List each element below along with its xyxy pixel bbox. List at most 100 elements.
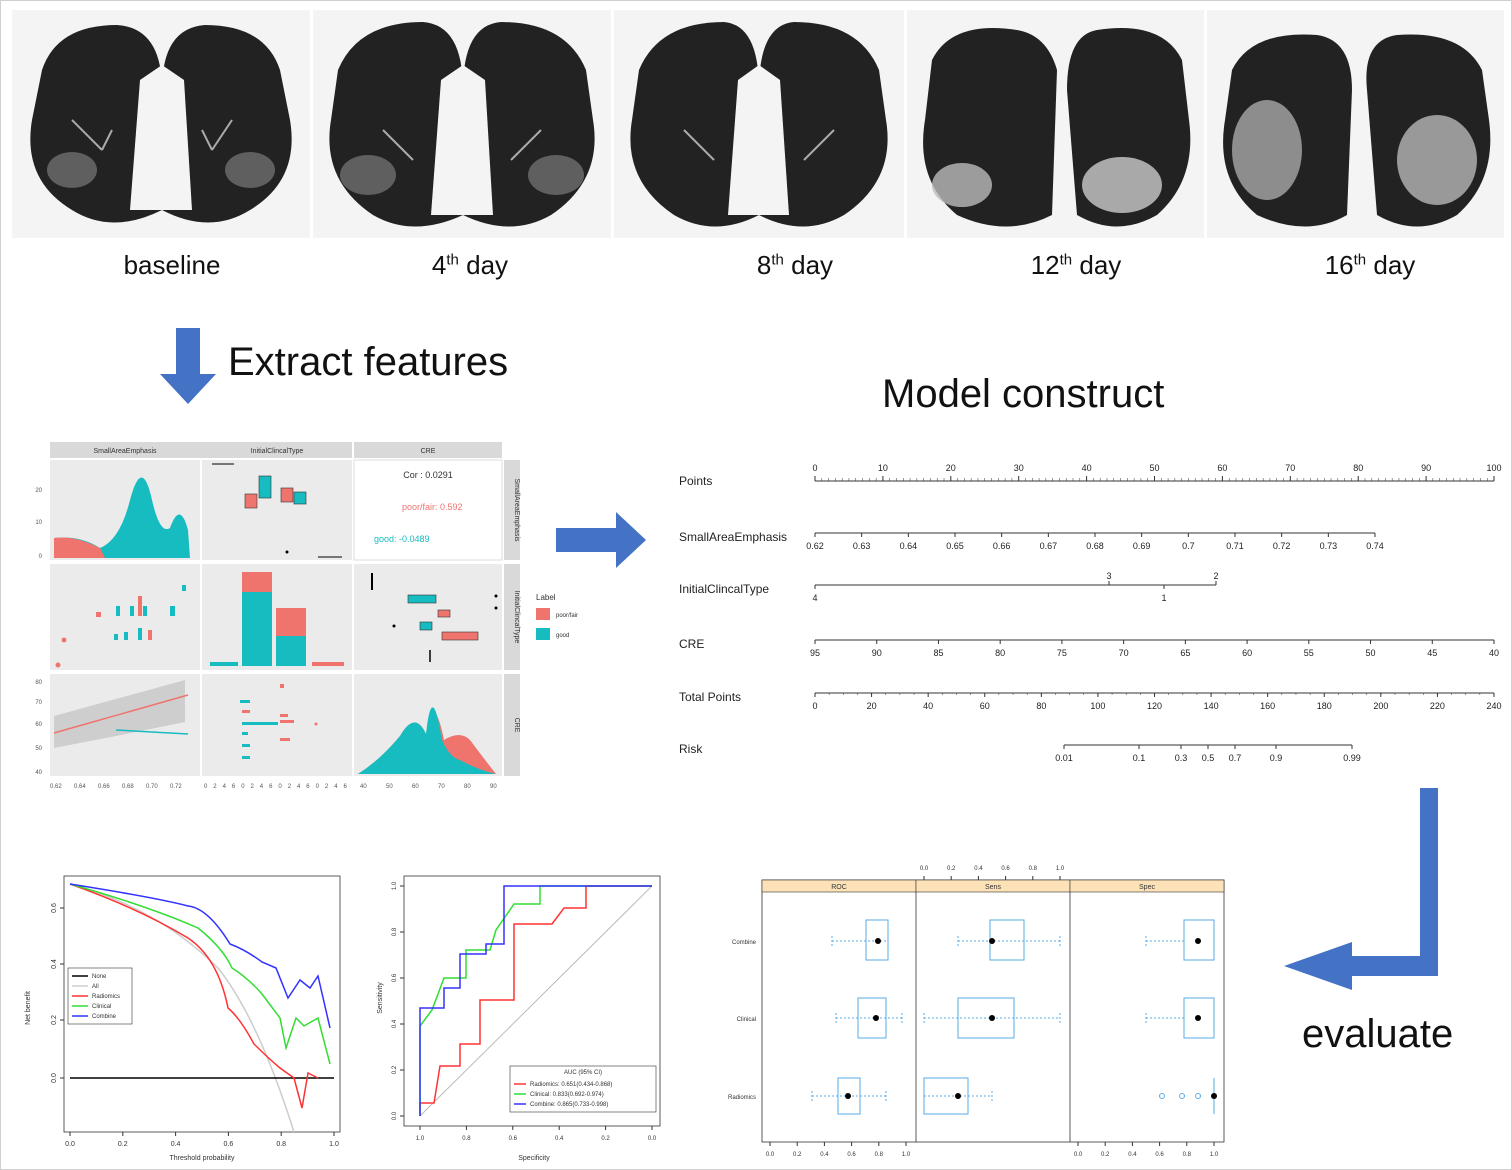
legend-swatch-good xyxy=(536,628,550,640)
roc-x-tick: 1.0 xyxy=(416,1136,425,1142)
roc-xlabel: Specificity xyxy=(518,1155,550,1162)
nomogram-tick: 55 xyxy=(1304,648,1314,658)
box-bottom-tick: 0.0 xyxy=(1074,1152,1083,1158)
right-arrow-icon xyxy=(556,512,646,568)
density-poor xyxy=(54,537,105,558)
ct-label-day8: 8th day xyxy=(756,250,834,280)
nomogram-row-label: Risk xyxy=(679,742,703,756)
x-tick: 40 xyxy=(360,784,367,790)
nomogram-tick: 100 xyxy=(1486,463,1501,473)
nomogram-tick: 30 xyxy=(1014,463,1024,473)
model-construct-label: Model construct xyxy=(882,372,1165,416)
nomogram-tick: 0.63 xyxy=(853,541,871,551)
y-tick: 20 xyxy=(35,488,42,494)
nomogram-tick: 0.7 xyxy=(1229,753,1242,763)
lung-ct-image xyxy=(313,10,611,238)
nomogram-tick: 85 xyxy=(933,648,943,658)
nomogram-tick: 50 xyxy=(1366,648,1376,658)
x-tick: 0.68 xyxy=(122,784,134,790)
ct-label-day16: 16th day xyxy=(1324,250,1416,280)
ct-scan-day16 xyxy=(1207,10,1504,238)
roc-y-tick: 0.4 xyxy=(392,1019,398,1028)
y-tick: 40 xyxy=(35,770,42,776)
nomogram-tick: 160 xyxy=(1260,701,1275,711)
legend-good: good xyxy=(556,633,569,639)
nomogram-tick: 80 xyxy=(1353,463,1363,473)
roc-x-tick: 0.0 xyxy=(648,1136,657,1142)
x-tick: 80 xyxy=(464,784,471,790)
extract-features-label: Extract features xyxy=(228,340,509,384)
dca-legend-item: None xyxy=(92,974,107,980)
x-tick: 0 xyxy=(204,784,208,790)
nomogram-tick: 0.73 xyxy=(1320,541,1338,551)
x-tick: 50 xyxy=(386,784,393,790)
nomogram-tick: 0.7 xyxy=(1182,541,1195,551)
box-top-tick: 0.6 xyxy=(1001,866,1010,872)
box-top-tick: 0.8 xyxy=(1029,866,1038,872)
ct-label-day12: 12th day xyxy=(1030,250,1122,280)
x-tick: 6 xyxy=(232,784,236,790)
dca-line-combine xyxy=(69,883,331,1029)
roc-diagonal xyxy=(419,885,653,1117)
roc-ylabel: Sensitivity xyxy=(377,982,384,1014)
nomogram-tick: 0.1 xyxy=(1133,753,1146,763)
ct-scan-baseline xyxy=(12,10,310,238)
box-top-tick: 1.0 xyxy=(1056,866,1065,872)
roc-line-combine xyxy=(419,885,652,1116)
dca-xlabel: Threshold probability xyxy=(170,1155,235,1162)
ct-scan-day12 xyxy=(907,10,1204,238)
nomogram-tick: 70 xyxy=(1119,648,1129,658)
roc-y-tick: 0.2 xyxy=(392,1065,398,1074)
nomogram-tick: 80 xyxy=(1036,701,1046,711)
box-bottom-tick: 1.0 xyxy=(1210,1152,1219,1158)
cor-all: Cor : 0.0291 xyxy=(403,470,453,480)
x-tick: 0.66 xyxy=(98,784,110,790)
dca-ylabel: Net benefit xyxy=(25,991,32,1025)
y-tick: 50 xyxy=(35,746,42,752)
nomogram-tick: 0.66 xyxy=(993,541,1011,551)
nomogram-tick: 0.74 xyxy=(1366,541,1384,551)
x-tick: 4 xyxy=(260,784,264,790)
resampling-boxplot: ROC Sens Spec Combine Clinical Radiomics… xyxy=(728,866,1225,1158)
nomogram-tick: 0.3 xyxy=(1175,753,1188,763)
nomogram-tick: 100 xyxy=(1090,701,1105,711)
nomogram-tick: 45 xyxy=(1427,648,1437,658)
legend-poor: poor/fair xyxy=(556,613,578,619)
nomogram-tick: 0.72 xyxy=(1273,541,1291,551)
box-bottom-tick: 1.0 xyxy=(902,1152,911,1158)
nomogram-tick: 60 xyxy=(1242,648,1252,658)
dca-x-tick: 0.4 xyxy=(171,1141,181,1148)
nomogram-tick: 0.99 xyxy=(1343,753,1361,763)
x-tick: 4 xyxy=(223,784,227,790)
lung-ct-image xyxy=(12,10,310,238)
ct-scan-day8 xyxy=(614,10,904,238)
x-tick: 6 xyxy=(344,784,348,790)
nomogram-tick: 240 xyxy=(1486,701,1501,711)
nomogram-tick: 20 xyxy=(867,701,877,711)
roc-legend-item: Radiomics: 0.651(0.434-0.868) xyxy=(530,1082,612,1088)
nomogram-tick: 0.67 xyxy=(1040,541,1058,551)
roc-x-tick: 0.2 xyxy=(601,1136,610,1142)
x-tick: 70 xyxy=(438,784,445,790)
dca-legend-item: Clinical xyxy=(92,1004,111,1010)
box-bottom-tick: 0.4 xyxy=(1128,1152,1137,1158)
y-tick: 0 xyxy=(39,554,43,560)
x-tick: 2 xyxy=(288,784,292,790)
dca-line-radiomics xyxy=(69,883,319,1109)
model-label-radiomics: Radiomics xyxy=(728,1095,756,1101)
ct-label-day4: 4th day xyxy=(431,250,509,280)
nomogram-tick: 200 xyxy=(1373,701,1388,711)
down-left-arrow-icon xyxy=(1284,788,1438,990)
y-tick: 70 xyxy=(35,700,42,706)
nomogram-row-label: CRE xyxy=(679,637,704,651)
dca-x-tick: 1.0 xyxy=(329,1141,339,1148)
lung-ct-image xyxy=(614,10,904,238)
roc-x-tick: 0.6 xyxy=(509,1136,518,1142)
lung-ct-image xyxy=(907,10,1204,238)
x-tick: 4 xyxy=(297,784,301,790)
roc-line-clinical xyxy=(419,885,652,1116)
nomogram-tick: 95 xyxy=(810,648,820,658)
box-top-tick: 0.0 xyxy=(920,866,929,872)
y-tick: 80 xyxy=(35,680,42,686)
